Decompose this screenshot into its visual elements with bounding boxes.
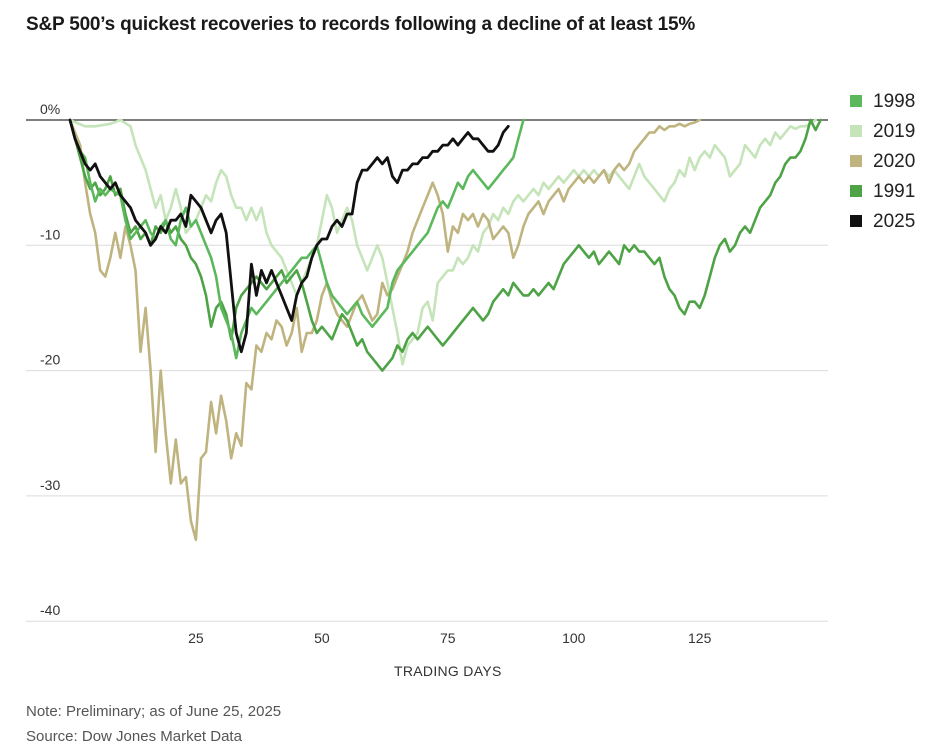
chart-title: S&P 500’s quickest recoveries to records…	[26, 14, 696, 35]
legend-swatch-1998	[850, 95, 862, 107]
legend-swatch-1991	[850, 185, 862, 197]
y-tick-label: 0%	[40, 101, 60, 117]
x-axis-title: TRADING DAYS	[394, 663, 502, 679]
x-axis-ticks: 25 50 75 100 125	[188, 630, 711, 646]
series-line-2019	[68, 118, 817, 366]
y-tick-label: -40	[40, 602, 60, 618]
y-tick-label: -30	[40, 477, 60, 493]
chart-source: Source: Dow Jones Market Data	[26, 728, 242, 745]
y-axis-ticks: 0% -10 -20 -30 -40	[40, 101, 60, 618]
x-tick-label: 25	[188, 630, 204, 646]
line-chart: 0% -10 -20 -30 -40 25 50 75 100 125 1998 2019 2020…	[26, 91, 915, 679]
chart-note: Note: Preliminary; as of June 25, 2025	[26, 703, 282, 720]
legend-label-1991: 1991	[873, 181, 915, 202]
legend-label-1998: 1998	[873, 91, 915, 112]
legend-swatch-2019	[850, 125, 862, 137]
gridlines	[26, 119, 828, 622]
legend-label-2020: 2020	[873, 151, 915, 172]
legend-label-2025: 2025	[873, 211, 915, 232]
series-line-2025	[68, 118, 510, 354]
series-line-2020	[68, 118, 701, 542]
legend-swatch-2020	[850, 155, 862, 167]
series-line-1998	[68, 118, 525, 360]
x-tick-label: 100	[562, 630, 586, 646]
y-tick-label: -20	[40, 352, 60, 368]
x-tick-label: 50	[314, 630, 330, 646]
series-line-1991	[68, 118, 822, 372]
x-tick-label: 125	[688, 630, 712, 646]
x-tick-label: 75	[440, 630, 456, 646]
legend-label-2019: 2019	[873, 121, 915, 142]
y-tick-label: -10	[40, 226, 60, 242]
legend: 1998 2019 2020 1991 2025	[850, 91, 915, 232]
legend-swatch-2025	[850, 215, 862, 227]
series-lines	[68, 118, 822, 542]
